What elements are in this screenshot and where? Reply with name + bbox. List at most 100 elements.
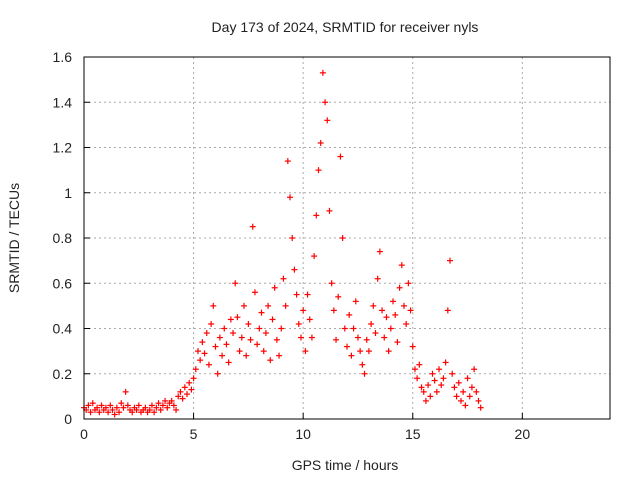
data-point — [337, 153, 344, 160]
data-point — [407, 307, 414, 314]
data-point — [352, 298, 359, 305]
data-point — [330, 307, 337, 314]
data-point — [370, 302, 377, 309]
data-point — [319, 69, 326, 76]
data-point — [354, 334, 361, 341]
data-point — [89, 400, 96, 407]
data-point — [357, 348, 364, 355]
data-point — [96, 409, 103, 416]
data-point — [194, 348, 201, 355]
data-point — [394, 339, 401, 346]
data-point — [120, 404, 127, 411]
data-point — [102, 404, 109, 411]
data-point — [291, 266, 298, 273]
data-point — [105, 409, 112, 416]
data-point — [289, 235, 296, 241]
data-point — [293, 291, 300, 298]
data-point — [304, 291, 311, 298]
data-point — [396, 284, 403, 291]
data-point — [444, 307, 451, 314]
data-point — [190, 375, 197, 382]
data-point — [427, 393, 434, 400]
data-point — [300, 307, 307, 314]
data-point — [260, 348, 267, 355]
data-point — [414, 375, 421, 382]
data-point — [383, 314, 390, 321]
data-point — [368, 320, 375, 327]
data-point — [162, 397, 169, 404]
data-point — [341, 325, 348, 332]
data-point — [326, 207, 333, 214]
data-point — [225, 359, 232, 366]
data-point — [135, 402, 142, 409]
y-tick-label: 0 — [64, 411, 72, 427]
chart-title: Day 173 of 2024, SRMTID for receiver nyl… — [212, 19, 479, 35]
data-point — [230, 330, 237, 337]
data-point — [295, 320, 302, 327]
data-point — [219, 352, 226, 359]
data-point — [451, 384, 458, 391]
data-point — [94, 404, 101, 411]
data-points — [81, 69, 484, 418]
x-tick-label: 10 — [295, 426, 311, 442]
data-point — [240, 302, 247, 309]
data-point — [328, 280, 335, 287]
data-point — [201, 350, 208, 357]
data-point — [433, 388, 440, 395]
data-point — [403, 320, 410, 327]
data-point — [372, 330, 379, 337]
data-point — [181, 384, 188, 391]
data-point — [390, 298, 397, 305]
data-point — [365, 348, 372, 355]
data-point — [262, 330, 269, 337]
x-tick-label: 20 — [515, 426, 531, 442]
data-point — [107, 402, 114, 409]
data-point — [177, 388, 184, 395]
data-point — [322, 99, 329, 106]
y-tick-label: 1.2 — [53, 140, 73, 156]
data-point — [385, 348, 392, 355]
data-point — [308, 334, 315, 341]
y-tick-label: 0.6 — [53, 275, 73, 291]
data-point — [212, 343, 219, 350]
data-point — [278, 325, 285, 332]
data-point — [148, 402, 155, 409]
data-point — [457, 397, 464, 404]
data-point — [116, 409, 123, 416]
data-point — [245, 320, 252, 327]
data-point — [118, 400, 125, 407]
data-point — [87, 409, 94, 416]
data-point — [179, 395, 186, 402]
data-point — [238, 334, 245, 341]
data-point — [184, 391, 191, 398]
data-point — [315, 167, 322, 174]
data-point — [297, 334, 304, 341]
data-point — [188, 386, 195, 393]
data-point — [153, 404, 160, 411]
data-point — [256, 325, 263, 332]
data-point — [381, 334, 388, 341]
data-point — [251, 289, 258, 296]
data-point — [113, 404, 120, 411]
data-point — [361, 370, 368, 377]
data-point — [466, 393, 473, 400]
data-point — [243, 352, 250, 359]
data-point — [468, 384, 475, 391]
data-point — [223, 341, 230, 348]
plot-frame — [83, 56, 611, 420]
y-tick-label: 1.4 — [53, 94, 73, 110]
data-point — [111, 411, 118, 418]
data-point — [473, 388, 480, 395]
data-point — [442, 359, 449, 366]
data-point — [333, 336, 340, 343]
x-axis-label: GPS time / hours — [292, 457, 399, 473]
data-point — [344, 343, 350, 350]
data-point — [447, 257, 454, 264]
data-point — [192, 366, 199, 373]
data-point — [306, 316, 313, 323]
data-point — [151, 409, 158, 416]
data-point — [199, 339, 206, 346]
data-point — [271, 284, 278, 291]
data-point — [464, 375, 471, 382]
data-point — [210, 302, 217, 309]
